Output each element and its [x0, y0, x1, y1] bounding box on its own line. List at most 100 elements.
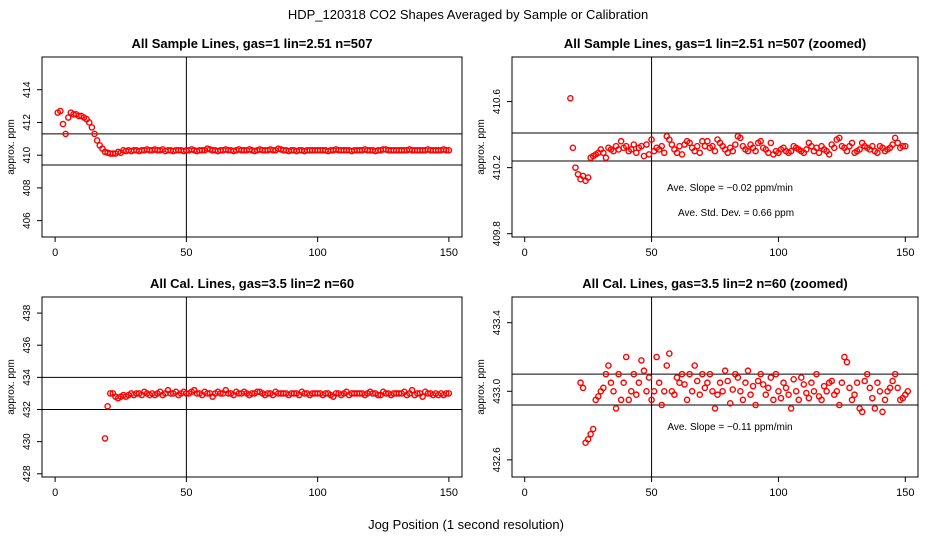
data-point — [630, 370, 638, 378]
x-tick-label: 0 — [522, 247, 528, 259]
data-point — [874, 379, 881, 387]
data-point — [204, 390, 211, 397]
panel-title: All Sample Lines, gas=1 lin=2.51 n=507 (… — [564, 36, 866, 51]
data-point — [785, 391, 792, 399]
figure-title: HDP_120318 CO2 Shapes Averaged by Sample… — [288, 7, 648, 22]
chart-panel: All Cal. Lines, gas=3.5 lin=2 n=60 approx… — [6, 276, 463, 499]
data-point — [858, 408, 866, 416]
data-point — [820, 382, 828, 390]
y-axis-label: approx. ppm — [6, 119, 17, 175]
data-point — [856, 146, 863, 153]
data-point — [699, 370, 706, 378]
data-point — [630, 141, 638, 148]
data-point — [863, 370, 871, 378]
y-tick-label: 434 — [22, 369, 33, 386]
data-point — [101, 435, 109, 442]
data-point — [701, 384, 709, 392]
x-tick-label: 0 — [52, 247, 58, 259]
data-point — [833, 387, 841, 395]
data-point — [579, 384, 587, 392]
data-point — [622, 142, 630, 150]
data-point — [818, 396, 825, 404]
data-point — [88, 124, 96, 131]
data-point — [876, 387, 884, 395]
data-point — [104, 402, 111, 410]
data-point — [683, 396, 691, 404]
data-point — [567, 94, 574, 102]
data-point — [777, 394, 785, 402]
y-axis-label: approx. ppm — [6, 359, 17, 415]
data-point — [627, 387, 635, 395]
data-point — [600, 384, 607, 392]
data-point — [643, 387, 650, 395]
y-tick-label: 406 — [22, 212, 33, 229]
data-point — [737, 387, 744, 395]
data-point — [643, 141, 650, 148]
data-point — [800, 381, 808, 388]
data-point — [442, 146, 450, 154]
data-point — [612, 405, 620, 412]
data-point — [577, 379, 584, 387]
plot-frame — [41, 56, 463, 238]
data-point — [650, 387, 658, 395]
data-point — [787, 405, 795, 412]
data-point — [673, 374, 681, 381]
data-point — [633, 149, 640, 157]
data-point — [757, 137, 764, 145]
data-point — [671, 391, 678, 399]
data-point — [737, 134, 744, 142]
data-point — [660, 387, 668, 395]
data-point — [605, 362, 612, 369]
data-point — [589, 425, 597, 433]
data-point — [874, 149, 881, 157]
x-tick-label: 100 — [769, 487, 787, 499]
data-point — [848, 396, 856, 404]
data-point — [374, 391, 382, 399]
data-point — [742, 379, 749, 387]
data-point — [739, 396, 747, 404]
data-point — [836, 401, 843, 409]
data-point — [584, 435, 592, 443]
data-point — [744, 147, 752, 155]
x-tick-label: 150 — [896, 247, 914, 259]
data-point — [879, 408, 886, 416]
data-point — [764, 384, 772, 392]
data-point — [693, 142, 701, 150]
data-point — [843, 147, 851, 155]
data-point — [688, 387, 696, 395]
data-point — [638, 357, 645, 364]
x-tick-label: 50 — [180, 247, 192, 259]
y-tick-label: 408 — [22, 179, 33, 196]
y-tick-label: 436 — [22, 336, 33, 353]
data-point — [668, 141, 676, 148]
data-point — [891, 134, 899, 142]
plot-frame — [41, 296, 463, 478]
data-point — [622, 353, 630, 361]
data-point — [62, 130, 69, 138]
data-point — [891, 370, 899, 378]
data-point — [711, 147, 719, 155]
data-point — [653, 353, 660, 361]
data-point — [853, 379, 861, 387]
x-tick-label: 100 — [308, 487, 326, 499]
data-point — [666, 136, 673, 143]
data-point — [691, 362, 699, 369]
data-point — [869, 142, 876, 150]
data-point — [810, 387, 818, 395]
data-point — [902, 142, 909, 150]
data-point — [602, 154, 610, 162]
chart-panel: All Cal. Lines, gas=3.5 lin=2 n=60 (zoom… — [476, 276, 919, 499]
data-point — [838, 379, 846, 387]
data-point — [732, 141, 739, 148]
annotation-text: Ave. Std. Dev. = 0.66 ppm — [678, 208, 794, 219]
data-point — [660, 149, 668, 157]
data-point — [848, 139, 856, 147]
y-tick-label: 414 — [22, 81, 33, 98]
data-point — [663, 362, 671, 369]
data-point — [711, 405, 719, 412]
data-point — [729, 147, 737, 155]
data-point — [752, 147, 759, 155]
x-tick-label: 150 — [896, 487, 914, 499]
data-point — [871, 405, 879, 412]
data-point — [815, 149, 823, 157]
